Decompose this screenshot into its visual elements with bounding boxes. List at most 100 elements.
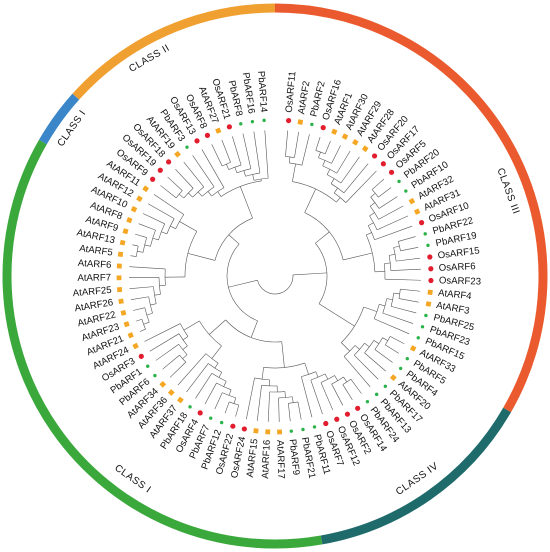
branch-radial bbox=[386, 298, 393, 301]
branch-radial bbox=[315, 137, 321, 151]
branch-radial bbox=[378, 205, 404, 220]
circle-marker bbox=[323, 420, 329, 427]
branch-radial bbox=[278, 397, 280, 422]
branch-arc bbox=[225, 319, 282, 343]
class-ring bbox=[2, 3, 548, 549]
branch-radial bbox=[188, 192, 193, 198]
circle-marker bbox=[285, 117, 292, 124]
circle-marker bbox=[427, 254, 433, 260]
dot-marker bbox=[146, 364, 150, 368]
branch-radial bbox=[382, 312, 414, 324]
branch-arc bbox=[148, 296, 153, 314]
branch-radial bbox=[366, 232, 372, 236]
dot-marker bbox=[424, 313, 428, 318]
branch-radial bbox=[211, 144, 223, 167]
branch-radial bbox=[226, 163, 230, 170]
branch-arc bbox=[374, 337, 383, 350]
branch-arc bbox=[285, 156, 295, 158]
dot-marker bbox=[404, 189, 408, 193]
branch-radial bbox=[340, 156, 360, 184]
branch-radial bbox=[374, 318, 410, 335]
branch-radial bbox=[297, 401, 302, 420]
branch-radial bbox=[130, 296, 149, 300]
branch-arc bbox=[150, 230, 156, 247]
branch-radial bbox=[336, 150, 351, 174]
branch-radial bbox=[384, 278, 421, 281]
branch-arc bbox=[192, 186, 204, 198]
class-label-iii: CLASS III bbox=[494, 167, 521, 216]
square-marker bbox=[341, 133, 349, 140]
square-marker bbox=[132, 342, 139, 350]
square-marker bbox=[126, 216, 133, 224]
branch-radial bbox=[242, 133, 252, 169]
circle-marker bbox=[344, 411, 351, 417]
branch-arc bbox=[180, 323, 189, 337]
branch-arc bbox=[341, 306, 365, 343]
square-marker bbox=[142, 185, 150, 193]
circle-marker bbox=[380, 161, 386, 167]
circle-marker bbox=[428, 266, 434, 272]
branch-arc bbox=[220, 180, 262, 197]
branch-radial bbox=[178, 193, 184, 199]
leaf-markers bbox=[116, 117, 434, 435]
branch-radial bbox=[393, 245, 400, 248]
branch-radial bbox=[336, 197, 341, 203]
branch-arc bbox=[371, 189, 379, 198]
branch-radial bbox=[373, 340, 380, 344]
branch-arc bbox=[228, 164, 242, 170]
square-marker bbox=[119, 239, 126, 246]
branch-radial bbox=[130, 255, 137, 257]
branch-radial bbox=[378, 187, 392, 198]
leaf-label: PbARF9 bbox=[287, 439, 302, 476]
circle-marker bbox=[166, 159, 172, 165]
square-marker bbox=[116, 275, 122, 281]
branch-arc bbox=[334, 192, 347, 203]
branch-radial bbox=[228, 279, 258, 288]
branch-arc bbox=[320, 375, 335, 383]
dot-marker bbox=[397, 179, 401, 184]
branch-arc bbox=[370, 196, 380, 209]
branch-radial bbox=[252, 174, 255, 181]
branch-arc bbox=[315, 243, 328, 304]
leaf-label: AtARF17 bbox=[274, 440, 286, 479]
branch-radial bbox=[333, 187, 338, 194]
branch-radial bbox=[368, 222, 374, 226]
branch-radial bbox=[240, 186, 253, 219]
branch-arc bbox=[229, 401, 239, 406]
square-marker bbox=[253, 428, 259, 434]
branch-radial bbox=[152, 237, 159, 241]
branch-radial bbox=[343, 376, 348, 383]
branch-arc bbox=[369, 215, 378, 230]
branch-radial bbox=[223, 381, 227, 387]
branch-radial bbox=[197, 191, 203, 197]
dot-marker bbox=[310, 122, 314, 127]
branch-radial bbox=[363, 306, 378, 312]
branch-radial bbox=[322, 160, 326, 167]
branch-radial bbox=[179, 221, 197, 232]
branch-radial bbox=[301, 134, 310, 166]
branch-radial bbox=[183, 320, 200, 331]
square-marker bbox=[389, 374, 397, 382]
dot-marker bbox=[153, 373, 157, 378]
branch-radial bbox=[396, 257, 420, 262]
branch-arc bbox=[222, 392, 236, 399]
branch-radial bbox=[175, 169, 194, 189]
branch-radial bbox=[304, 362, 309, 375]
branch-arc bbox=[318, 157, 332, 164]
branch-radial bbox=[400, 288, 421, 292]
branch-radial bbox=[137, 250, 144, 253]
branch-radial bbox=[142, 213, 165, 225]
branch-radial bbox=[167, 176, 183, 191]
branch-radial bbox=[376, 215, 409, 231]
branch-radial bbox=[343, 252, 373, 261]
branch-arc bbox=[216, 382, 232, 391]
branch-arc bbox=[211, 187, 225, 197]
branch-radial bbox=[391, 306, 417, 314]
branch-arc bbox=[205, 353, 219, 364]
dot-marker bbox=[374, 392, 379, 397]
branch-radial bbox=[250, 320, 258, 338]
branch-radial bbox=[243, 170, 246, 177]
branch-radial bbox=[129, 266, 166, 270]
branch-arc bbox=[364, 340, 375, 354]
